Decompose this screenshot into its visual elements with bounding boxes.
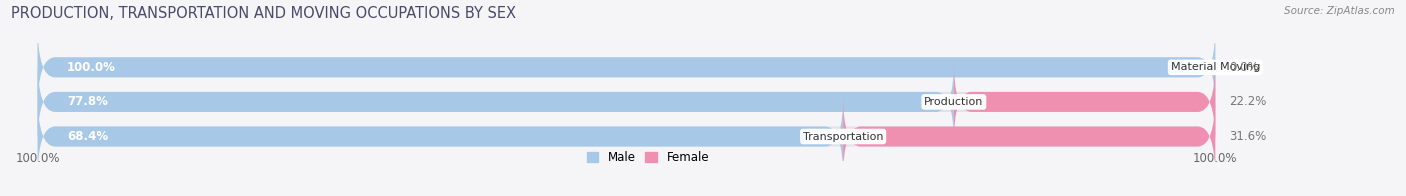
Text: Material Moving: Material Moving xyxy=(1171,62,1260,72)
Text: 100.0%: 100.0% xyxy=(15,152,60,165)
Text: 31.6%: 31.6% xyxy=(1229,130,1267,143)
FancyBboxPatch shape xyxy=(38,95,844,178)
FancyBboxPatch shape xyxy=(38,95,1215,178)
Text: Transportation: Transportation xyxy=(803,132,883,142)
Legend: Male, Female: Male, Female xyxy=(586,151,709,164)
FancyBboxPatch shape xyxy=(38,25,1215,109)
Text: 77.8%: 77.8% xyxy=(67,95,108,108)
FancyBboxPatch shape xyxy=(953,60,1215,144)
Text: 0.0%: 0.0% xyxy=(1229,61,1258,74)
FancyBboxPatch shape xyxy=(38,60,953,144)
FancyBboxPatch shape xyxy=(38,25,1215,109)
FancyBboxPatch shape xyxy=(844,95,1215,178)
Text: 22.2%: 22.2% xyxy=(1229,95,1267,108)
Text: 68.4%: 68.4% xyxy=(67,130,108,143)
Text: Production: Production xyxy=(924,97,984,107)
Text: Source: ZipAtlas.com: Source: ZipAtlas.com xyxy=(1284,6,1395,16)
FancyBboxPatch shape xyxy=(38,60,1215,144)
Text: PRODUCTION, TRANSPORTATION AND MOVING OCCUPATIONS BY SEX: PRODUCTION, TRANSPORTATION AND MOVING OC… xyxy=(11,6,516,21)
Text: 100.0%: 100.0% xyxy=(1194,152,1237,165)
Text: 100.0%: 100.0% xyxy=(67,61,115,74)
